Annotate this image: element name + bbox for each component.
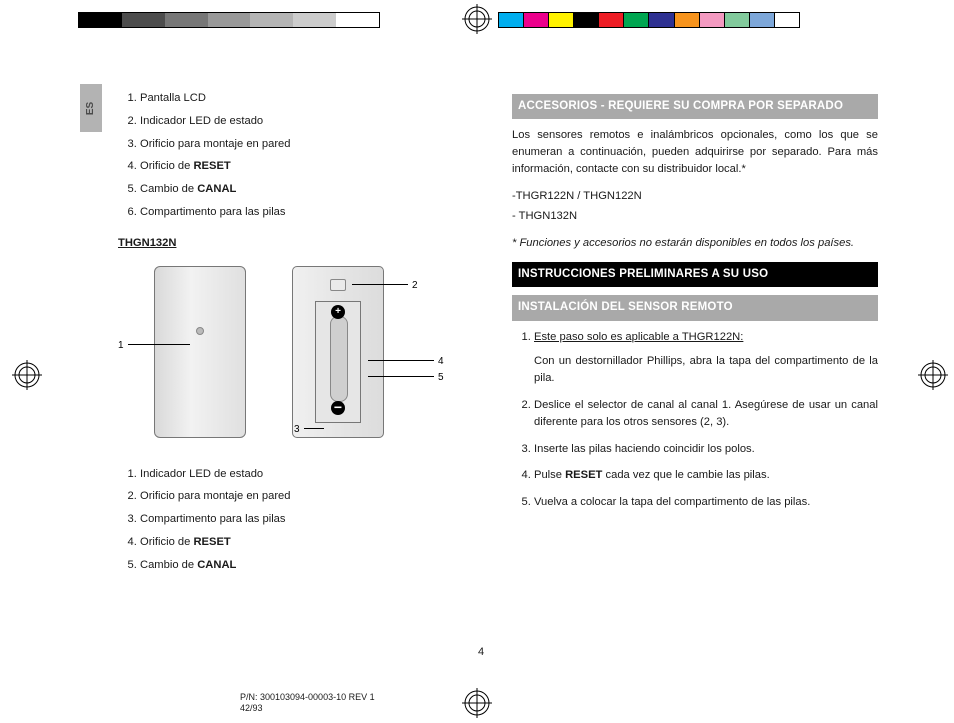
parts-list-2: Indicador LED de estado Orificio para mon… [118,466,484,574]
accessory-model-2: - THGN132N [512,208,878,225]
part-number: P/N: 300103094-00003-10 REV 1 42/93 [240,692,375,714]
registration-mark [462,4,492,34]
registration-mark [462,688,492,718]
list-item: Compartimento para las pilas [140,204,484,221]
color-swatches [498,12,800,28]
list-item: Este paso solo es aplicable a THGR122N:C… [534,329,878,387]
list-item: Orificio de RESET [140,534,484,551]
list-item: Pulse RESET cada vez que le cambie las p… [534,467,878,484]
list-item: Pantalla LCD [140,90,484,107]
pn-line-1: P/N: 300103094-00003-10 REV 1 [240,692,375,703]
list-item: Vuelva a colocar la tapa del compartimen… [534,494,878,511]
list-item: Compartimento para las pilas [140,511,484,528]
page-number: 4 [478,646,484,658]
greyscale-swatches [78,12,380,28]
callout-1: 1 [118,338,124,353]
left-column: Pantalla LCD Indicador LED de estado Orifi… [118,90,484,660]
accessories-intro: Los sensores remotos e inalámbricos opci… [512,127,878,177]
battery-cell [330,316,348,402]
right-column: ACCESORIOS - REQUIERE SU COMPRA POR SEPA… [512,90,878,660]
callout-5: 5 [438,370,444,385]
list-item: Indicador LED de estado [140,113,484,130]
callout-3: 3 [294,422,300,437]
led-indicator [196,327,204,335]
list-item: Orificio de RESET [140,158,484,175]
sensor-figure: + − 1 2 3 4 5 [118,266,484,446]
sensor-front-illustration [154,266,246,438]
section-bar-install: INSTALACIÓN DEL SENSOR REMOTO [512,295,878,320]
plus-icon: + [331,305,345,319]
language-label: ES [86,101,97,114]
list-item: Cambio de CANAL [140,181,484,198]
install-steps: Este paso solo es aplicable a THGR122N:C… [512,329,878,511]
pn-line-2: 42/93 [240,703,375,714]
registration-mark [918,360,948,390]
document-page: Pantalla LCD Indicador LED de estado Orifi… [118,90,878,660]
list-item: Deslice el selector de canal al canal 1.… [534,397,878,431]
model-heading: THGN132N [118,235,484,252]
parts-list-1: Pantalla LCD Indicador LED de estado Orifi… [118,90,484,221]
callout-2: 2 [412,278,418,293]
sensor-back-illustration: + − [292,266,384,438]
list-item: Inserte las pilas haciendo coincidir los… [534,441,878,458]
callout-4: 4 [438,354,444,369]
accessories-footnote: * Funciones y accesorios no estarán disp… [512,235,878,252]
list-item: Orificio para montaje en pared [140,136,484,153]
wall-mount-hole [330,279,346,291]
list-item: Cambio de CANAL [140,557,484,574]
registration-mark [12,360,42,390]
section-bar-instructions: INSTRUCCIONES PRELIMINARES A SU USO [512,262,878,287]
minus-icon: − [331,401,345,415]
accessory-model-1: -THGR122N / THGN122N [512,188,878,205]
list-item: Orificio para montaje en pared [140,488,484,505]
list-item: Indicador LED de estado [140,466,484,483]
language-tab: ES [80,84,102,132]
section-bar-accessories: ACCESORIOS - REQUIERE SU COMPRA POR SEPA… [512,94,878,119]
